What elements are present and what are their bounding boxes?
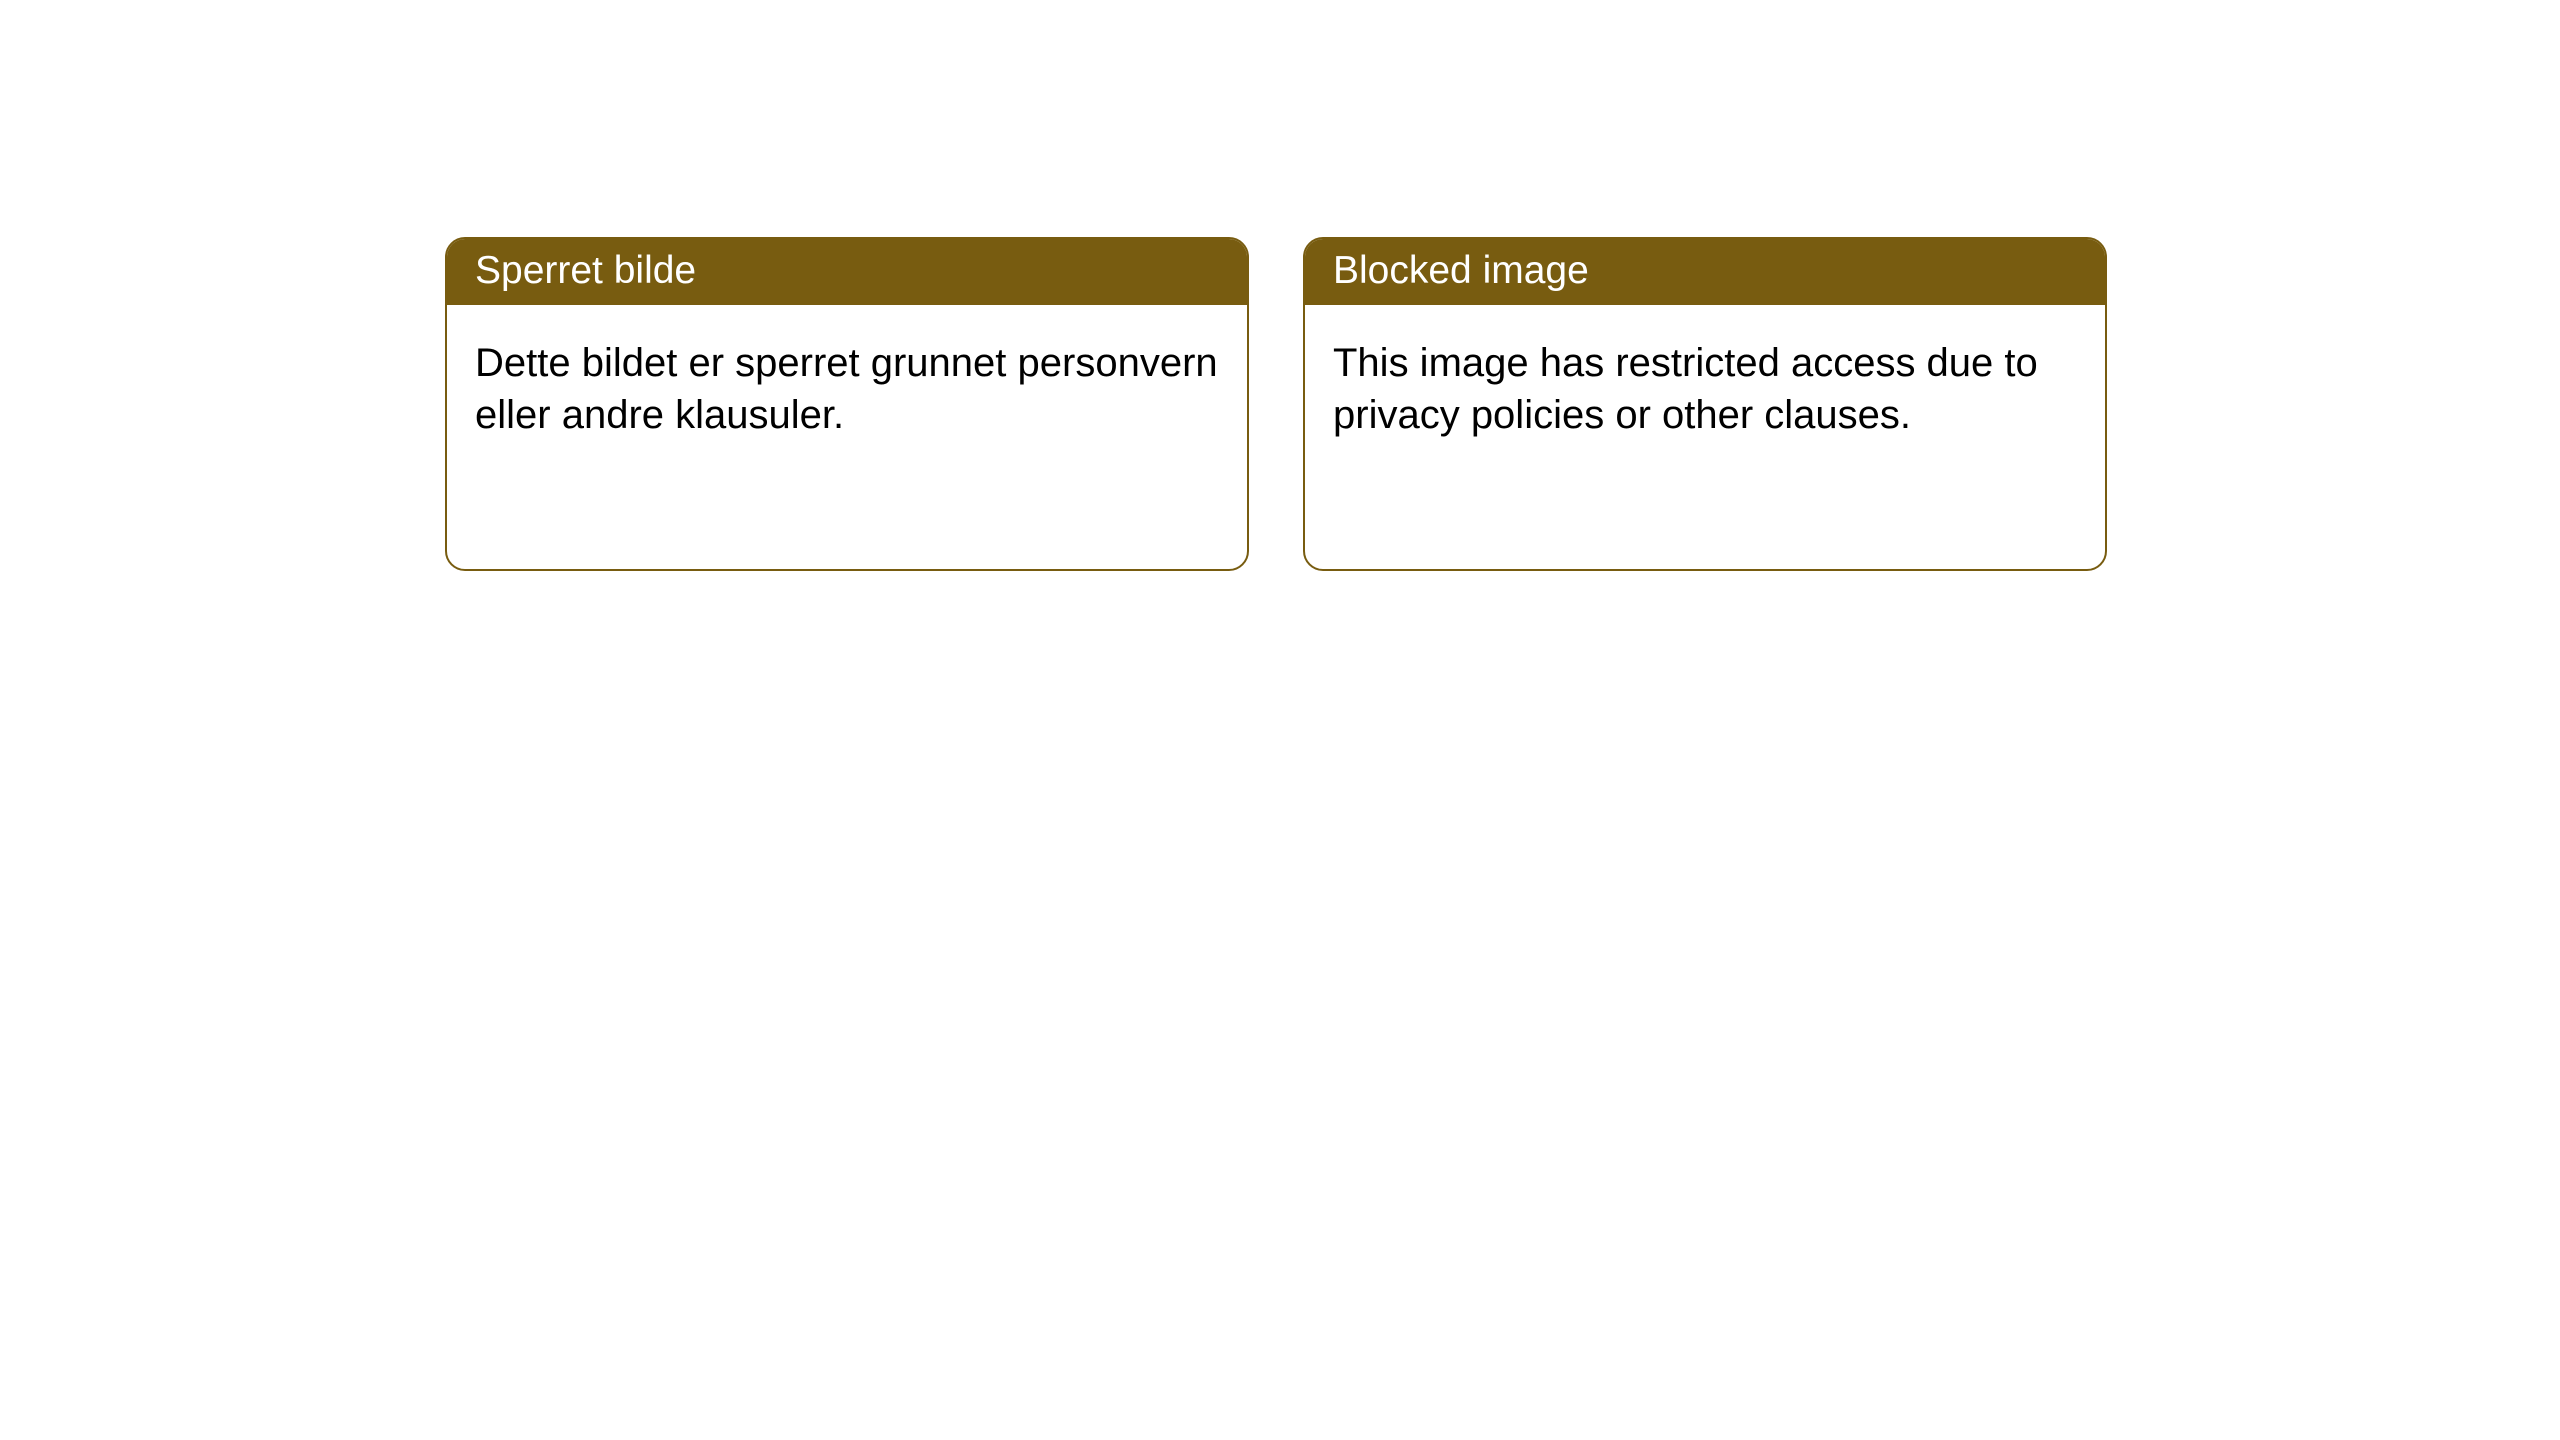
notice-container: Sperret bilde Dette bildet er sperret gr… [0,0,2560,571]
notice-body-english: This image has restricted access due to … [1305,305,2105,473]
notice-card-norwegian: Sperret bilde Dette bildet er sperret gr… [445,237,1249,571]
notice-card-english: Blocked image This image has restricted … [1303,237,2107,571]
notice-header-english: Blocked image [1305,239,2105,305]
notice-body-norwegian: Dette bildet er sperret grunnet personve… [447,305,1247,473]
notice-header-norwegian: Sperret bilde [447,239,1247,305]
